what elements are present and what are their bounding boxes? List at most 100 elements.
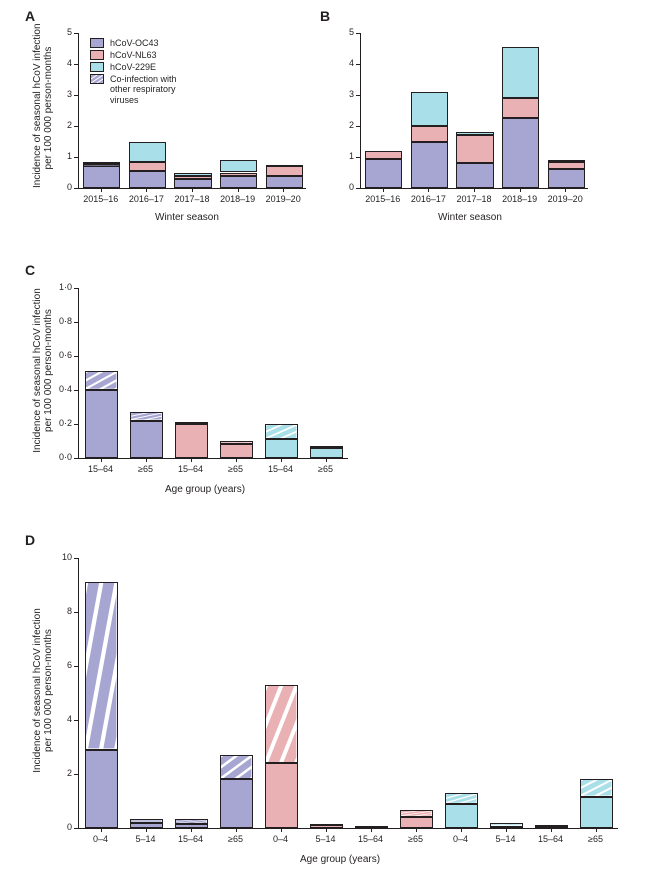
ytick-label: 0·8: [44, 316, 72, 326]
bar-segment: [220, 160, 257, 172]
legend-label-229e: hCoV-229E: [110, 62, 156, 72]
category-label: 2015–16: [360, 194, 406, 204]
category-label: 15–64: [348, 834, 393, 844]
bar-segment: [174, 179, 211, 188]
bar-segment: [85, 390, 117, 458]
ytick-label: 4: [44, 58, 72, 68]
legend-item-oc43: hCoV-OC43: [90, 38, 177, 48]
bar-segment: [456, 163, 493, 188]
ytick-label: 0·2: [44, 418, 72, 428]
bar-segment: [548, 162, 585, 170]
ytick-label: 1: [326, 151, 354, 161]
category-label: 15–64: [168, 834, 213, 844]
bar-segment: [266, 176, 303, 188]
ytick-label: 0·4: [44, 384, 72, 394]
bar-segment: [175, 422, 207, 424]
bar-segment: [400, 810, 432, 817]
bar-segment: [175, 824, 207, 828]
ytick-label: 0·6: [44, 350, 72, 360]
bar-segment: [174, 173, 211, 176]
figure: { "colors": { "oc43": "#a7a6d2", "nl63":…: [0, 0, 647, 891]
legend: hCoV-OC43 hCoV-NL63 hCoV-229E Co-infecti…: [90, 38, 177, 107]
ytick-label: 5: [44, 27, 72, 37]
category-label: ≥65: [573, 834, 618, 844]
legend-item-nl63: hCoV-NL63: [90, 50, 177, 60]
category-label: 2019–20: [260, 194, 306, 204]
legend-item-229e: hCoV-229E: [90, 62, 177, 72]
bar-segment: [580, 779, 612, 797]
bar-segment: [85, 371, 117, 390]
bar-segment: [355, 826, 387, 828]
panel-d-plot: 02468100–4 5–14 15–64 ≥65: [78, 558, 618, 828]
bar-segment: [445, 804, 477, 828]
ytick-label: 1: [44, 151, 72, 161]
category-label: 2017–18: [169, 194, 215, 204]
ytick-label: 0·0: [44, 452, 72, 462]
bar-segment: [310, 824, 342, 826]
legend-label-nl63: hCoV-NL63: [110, 50, 157, 60]
bar-segment: [174, 176, 211, 179]
ytick-label: 4: [44, 714, 72, 724]
bar-segment: [83, 164, 120, 166]
panel-c-ylabel: Incidence of seasonal hCoV infectionper …: [32, 283, 54, 458]
legend-swatch-nl63: [90, 50, 104, 60]
legend-swatch-oc43: [90, 38, 104, 48]
ytick-label: 6: [44, 660, 72, 670]
bar-segment: [456, 132, 493, 135]
panel-b-label: B: [320, 8, 330, 24]
ytick-label: 0: [326, 182, 354, 192]
bar-segment: [175, 819, 207, 824]
category-label: 15–64: [78, 464, 123, 474]
bar-segment: [129, 162, 166, 171]
category-label: 0–4: [258, 834, 303, 844]
category-label: 2018–19: [215, 194, 261, 204]
category-label: 0–4: [438, 834, 483, 844]
bar-segment: [445, 793, 477, 804]
panel-b-plot: 0123452015–162016–172017–182018–192019–2…: [360, 33, 588, 188]
ytick-label: 8: [44, 606, 72, 616]
bar-segment: [490, 823, 522, 826]
panel-b-xlabel: Winter season: [438, 212, 502, 223]
ytick-label: 3: [326, 89, 354, 99]
ytick-label: 0: [44, 182, 72, 192]
bar-segment: [130, 412, 162, 421]
bar-segment: [265, 685, 297, 763]
category-label: 2018–19: [497, 194, 543, 204]
bar-segment: [130, 819, 162, 823]
bar-segment: [220, 173, 257, 176]
ytick-label: 10: [44, 552, 72, 562]
category-label: 5–14: [483, 834, 528, 844]
bar-segment: [129, 171, 166, 188]
bar-segment: [502, 47, 539, 98]
category-label: ≥65: [213, 464, 258, 474]
bar-segment: [220, 176, 257, 188]
ytick-label: 3: [44, 89, 72, 99]
bar-segment: [220, 779, 252, 828]
panel-a-ylabel: Incidence of seasonal hCoV infectionper …: [32, 28, 54, 188]
legend-label-oc43: hCoV-OC43: [110, 38, 159, 48]
category-label: 2015–16: [78, 194, 124, 204]
category-label: 0–4: [78, 834, 123, 844]
category-label: 2019–20: [542, 194, 588, 204]
bar-segment: [411, 142, 448, 189]
category-label: 2016–17: [406, 194, 452, 204]
bar-segment: [266, 166, 303, 175]
legend-swatch-hatch: [90, 74, 104, 84]
bar-segment: [265, 763, 297, 828]
category-label: 2016–17: [124, 194, 170, 204]
legend-item-coinfection: Co-infection withother respiratoryviruse…: [90, 74, 177, 105]
panel-a-label: A: [25, 8, 35, 24]
bar-segment: [83, 162, 120, 164]
bar-segment: [129, 142, 166, 162]
panel-d-label: D: [25, 532, 35, 548]
bar-segment: [502, 98, 539, 118]
bar-segment: [456, 135, 493, 163]
bar-segment: [266, 165, 303, 167]
bar-segment: [220, 441, 252, 444]
ytick-label: 4: [326, 58, 354, 68]
bar-segment: [580, 797, 612, 828]
category-label: 15–64: [168, 464, 213, 474]
ytick-label: 0: [44, 822, 72, 832]
bar-segment: [175, 424, 207, 458]
bar-segment: [548, 160, 585, 162]
